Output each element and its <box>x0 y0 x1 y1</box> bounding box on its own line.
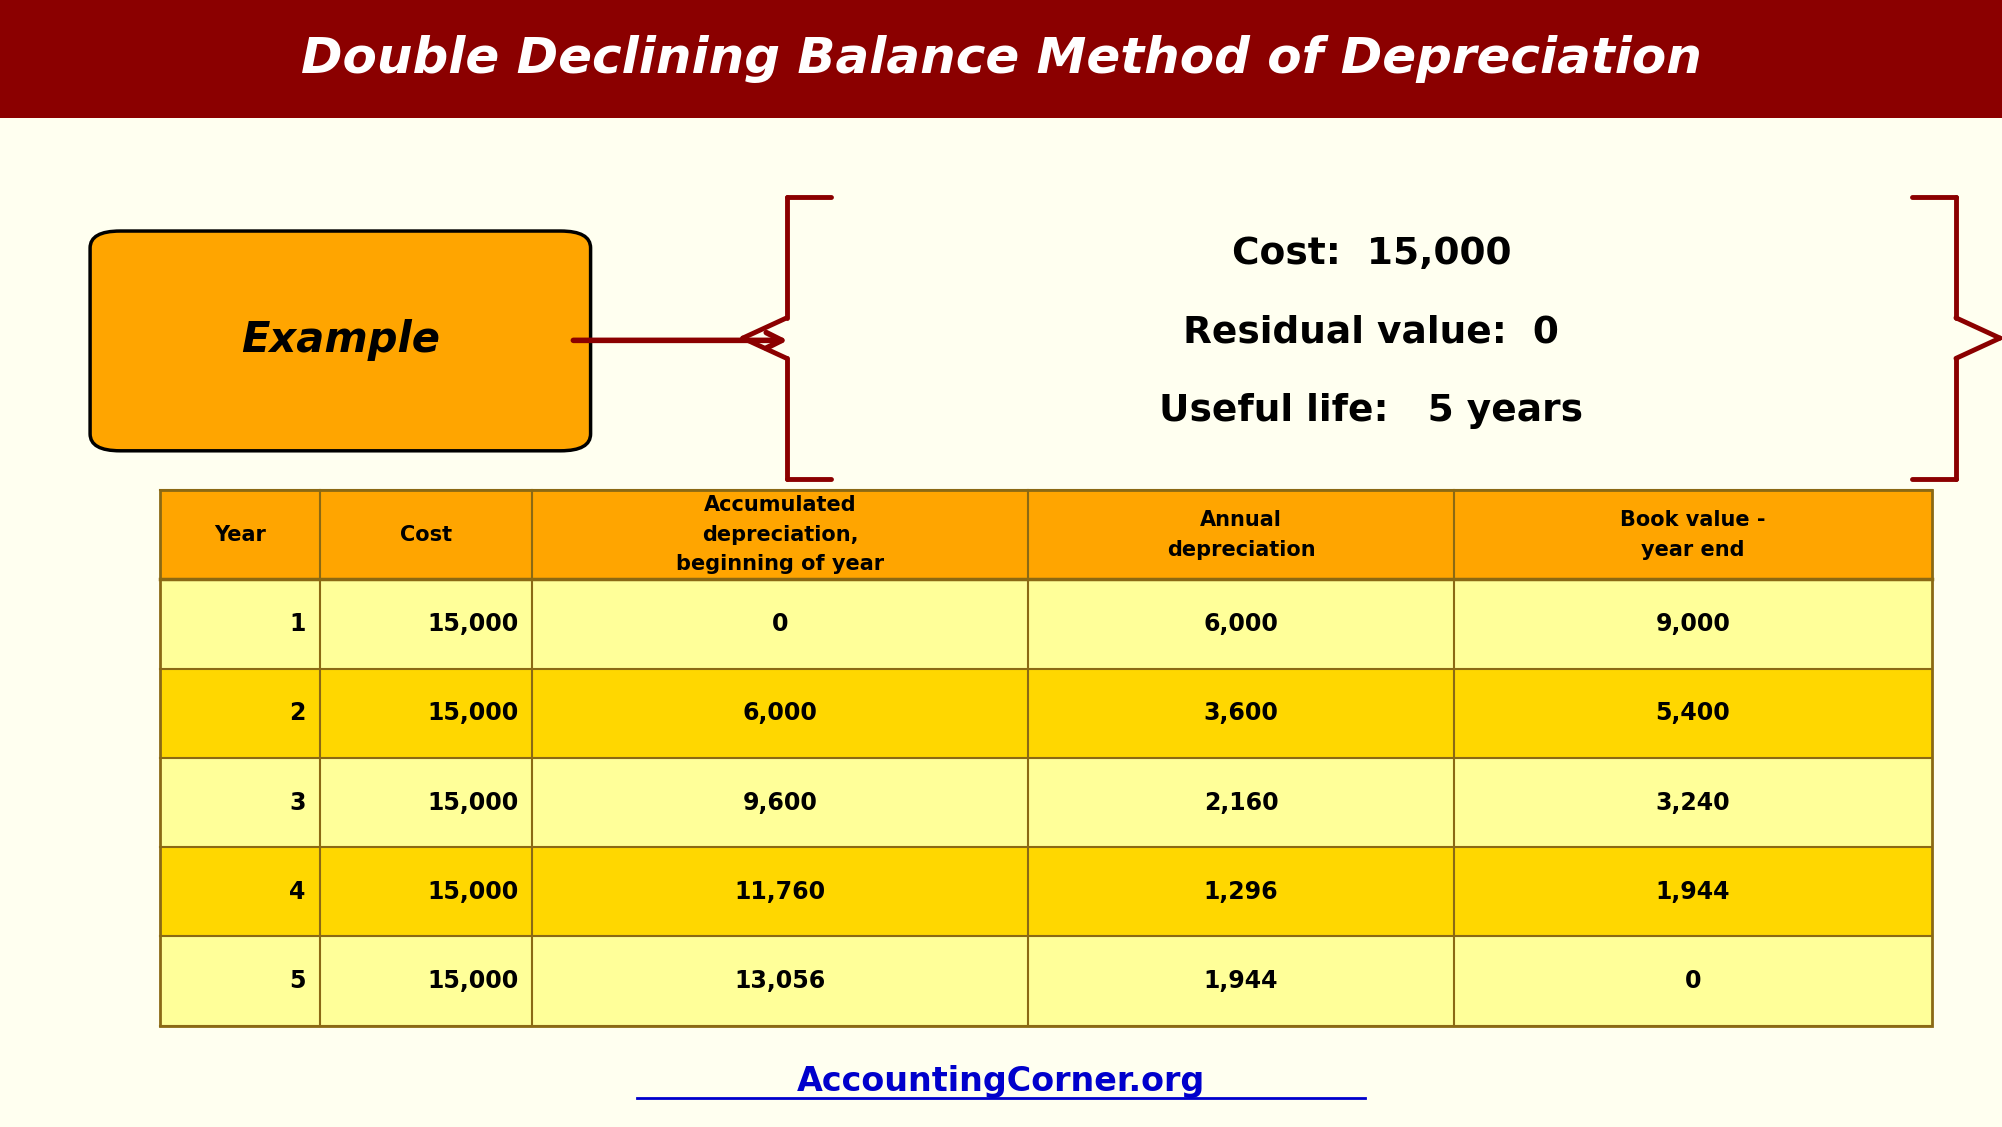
Text: 1,296: 1,296 <box>1203 880 1277 904</box>
Text: 4: 4 <box>288 880 306 904</box>
Text: 0: 0 <box>1684 969 1702 993</box>
Text: 5: 5 <box>288 969 306 993</box>
Text: 3,240: 3,240 <box>1656 790 1730 815</box>
Text: Double Declining Balance Method of Depreciation: Double Declining Balance Method of Depre… <box>300 35 1702 82</box>
Text: Accumulated
depreciation,
beginning of year: Accumulated depreciation, beginning of y… <box>677 495 885 575</box>
Text: Book value -
year end: Book value - year end <box>1620 511 1766 560</box>
FancyBboxPatch shape <box>160 490 1932 579</box>
Text: 15,000: 15,000 <box>426 701 519 726</box>
Text: 2,160: 2,160 <box>1203 790 1277 815</box>
Text: 15,000: 15,000 <box>426 969 519 993</box>
Text: 2: 2 <box>288 701 306 726</box>
FancyBboxPatch shape <box>160 848 1932 937</box>
Text: 3: 3 <box>288 790 306 815</box>
Text: 13,056: 13,056 <box>735 969 827 993</box>
Text: 15,000: 15,000 <box>426 790 519 815</box>
Text: 1,944: 1,944 <box>1656 880 1730 904</box>
Text: Residual value:  0: Residual value: 0 <box>1183 314 1560 350</box>
Text: 3,600: 3,600 <box>1203 701 1279 726</box>
Text: 1,944: 1,944 <box>1203 969 1277 993</box>
Text: 9,600: 9,600 <box>743 790 817 815</box>
FancyBboxPatch shape <box>160 757 1932 848</box>
Text: AccountingCorner.org: AccountingCorner.org <box>797 1065 1205 1099</box>
Text: Year: Year <box>214 525 266 544</box>
Text: Annual
depreciation: Annual depreciation <box>1167 511 1315 560</box>
Text: 5,400: 5,400 <box>1656 701 1730 726</box>
FancyBboxPatch shape <box>160 937 1932 1026</box>
Text: 6,000: 6,000 <box>743 701 817 726</box>
Text: 6,000: 6,000 <box>1203 612 1279 636</box>
FancyBboxPatch shape <box>160 579 1932 668</box>
FancyBboxPatch shape <box>0 0 2002 118</box>
Text: Useful life:   5 years: Useful life: 5 years <box>1159 393 1584 429</box>
Text: 1: 1 <box>288 612 306 636</box>
FancyBboxPatch shape <box>160 668 1932 757</box>
Text: Example: Example <box>240 319 440 362</box>
Text: Cost: Cost <box>400 525 452 544</box>
Text: 15,000: 15,000 <box>426 880 519 904</box>
Text: Cost:  15,000: Cost: 15,000 <box>1231 236 1512 272</box>
Text: 11,760: 11,760 <box>735 880 827 904</box>
FancyBboxPatch shape <box>90 231 591 451</box>
Text: 15,000: 15,000 <box>426 612 519 636</box>
Text: 9,000: 9,000 <box>1656 612 1730 636</box>
Text: 0: 0 <box>773 612 789 636</box>
